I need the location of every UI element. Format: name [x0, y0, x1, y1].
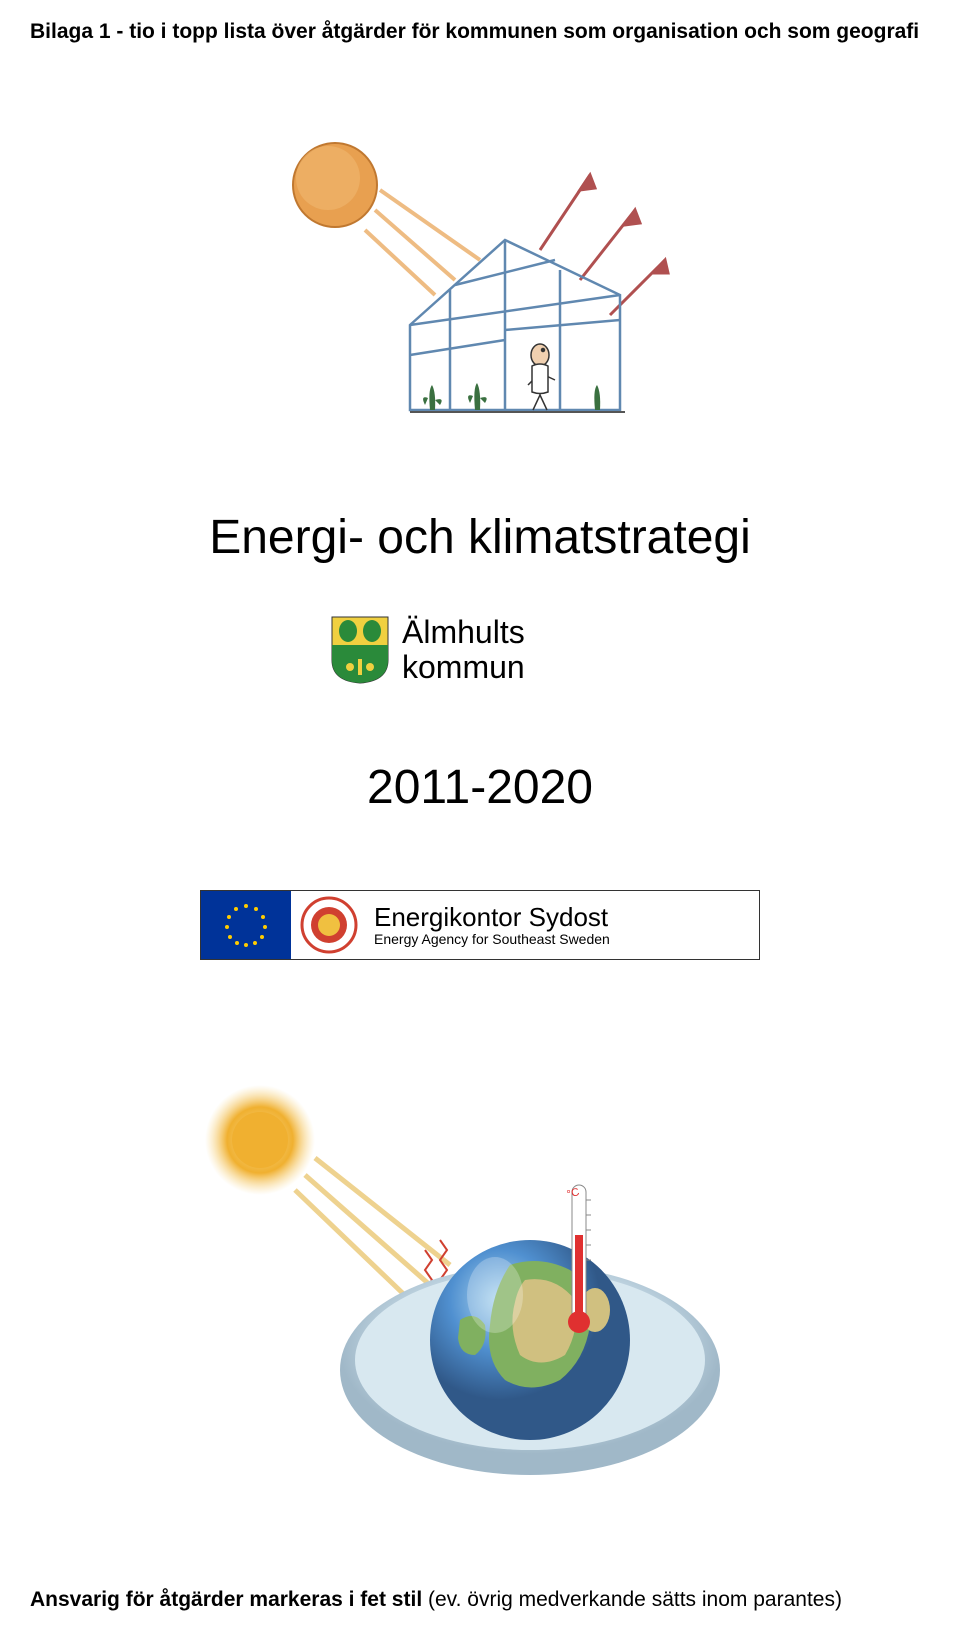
footer-bold-text: Ansvarig för åtgärder markeras i fet sti… [30, 1588, 422, 1611]
greenhouse-illustration [280, 130, 680, 440]
footer-normal-text: (ev. övrig medverkande sätts inom parant… [422, 1588, 842, 1611]
eu-flag-icon [201, 891, 291, 959]
page-header: Bilaga 1 - tio i topp lista över åtgärde… [30, 20, 919, 44]
year-range: 2011-2020 [0, 760, 960, 815]
kommun-shield-icon [330, 615, 390, 685]
kommun-logo: Älmhults kommun [330, 615, 525, 685]
page-footer: Ansvarig för åtgärder markeras i fet sti… [30, 1588, 842, 1612]
kommun-name-line2: kommun [402, 650, 525, 685]
sun-logo-icon [299, 895, 359, 955]
kommun-name: Älmhults kommun [402, 615, 525, 685]
energikontor-text: Energikontor Sydost Energy Agency for So… [374, 903, 610, 947]
energikontor-banner: Energikontor Sydost Energy Agency for So… [200, 890, 760, 960]
globe-illustration: °C [200, 1070, 730, 1490]
kommun-name-line1: Älmhults [402, 615, 525, 650]
energikontor-subtitle: Energy Agency for Southeast Sweden [374, 932, 610, 947]
main-title: Energi- och klimatstrategi [0, 510, 960, 565]
energikontor-title: Energikontor Sydost [374, 903, 610, 932]
